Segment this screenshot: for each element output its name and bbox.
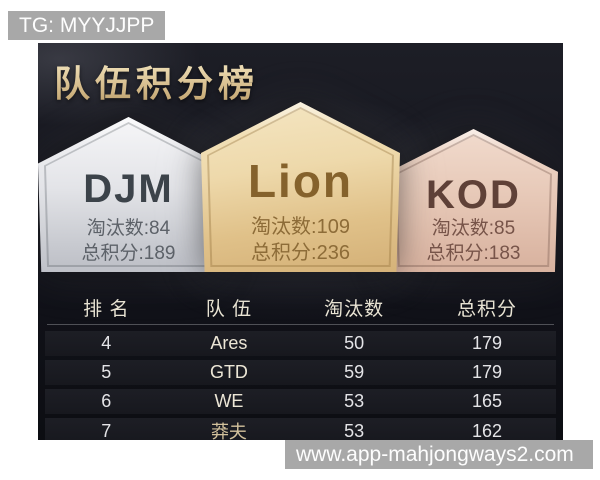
table-row: 6 WE 53 165 [45, 389, 556, 414]
team-name: DJM [83, 167, 174, 211]
cell-eliminations: 53 [344, 420, 365, 441]
cell-team: GTD [209, 362, 248, 382]
website-watermark: www.app-mahjongways2.com [285, 440, 593, 469]
cell-rank: 6 [101, 391, 112, 411]
team-name: Lion [247, 155, 354, 207]
cell-points: 162 [471, 420, 502, 441]
team-total-points: 总积分:183 [426, 243, 521, 264]
cell-team: 莽夫 [210, 422, 247, 440]
team-total-points: 总积分:189 [81, 243, 176, 264]
cell-points: 165 [471, 391, 502, 411]
ranking-table: 排 名 队 伍 淘汰数 总积分 4 Ares 50 179 5 GTD 59 1… [45, 292, 556, 440]
team-total-points: 总积分:236 [251, 242, 350, 264]
podium-badge-silver: DJM 淘汰数:84 总积分:189 [38, 117, 219, 272]
leaderboard-panel: 队伍积分榜 DJM 淘汰数:84 总积分:189 Lion 淘汰数:109 总积… [38, 43, 563, 440]
cell-team: Ares [210, 333, 248, 353]
telegram-watermark: TG: MYYJJPP [8, 11, 166, 40]
podium-badge-gold: Lion 淘汰数:109 总积分:236 [201, 102, 400, 272]
header-eliminations: 淘汰数 [324, 298, 385, 320]
cell-eliminations: 50 [344, 333, 365, 353]
table-header-row: 排 名 队 伍 淘汰数 总积分 [45, 292, 556, 322]
cell-rank: 4 [101, 333, 112, 353]
cell-team: WE [214, 391, 244, 411]
table-row: 5 GTD 59 179 [45, 360, 556, 385]
cell-rank: 7 [101, 420, 112, 441]
team-eliminations: 淘汰数:84 [86, 218, 171, 239]
table-row: 7 莽夫 53 162 [45, 418, 556, 440]
cell-rank: 5 [101, 362, 112, 382]
podium-badge-bronze: KOD 淘汰数:85 总积分:183 [389, 129, 558, 272]
team-name: KOD [426, 173, 521, 217]
header-team: 队 伍 [205, 298, 253, 320]
cell-points: 179 [471, 362, 502, 382]
cell-eliminations: 59 [344, 362, 365, 382]
table-row: 4 Ares 50 179 [45, 331, 556, 356]
header-total-points: 总积分 [456, 298, 517, 320]
team-eliminations: 淘汰数:109 [251, 216, 350, 238]
cell-points: 179 [471, 333, 502, 353]
header-rank: 排 名 [83, 298, 130, 320]
page-title: 队伍积分榜 [54, 55, 259, 107]
cell-eliminations: 53 [344, 391, 365, 411]
team-eliminations: 淘汰数:85 [431, 218, 516, 239]
header-divider [47, 324, 554, 325]
